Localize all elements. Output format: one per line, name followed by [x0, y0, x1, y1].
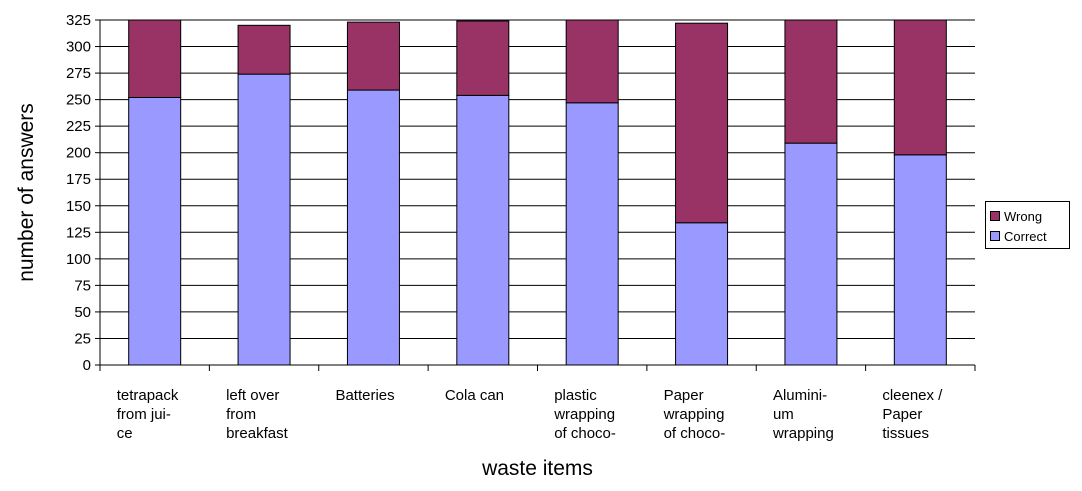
x-tick-label-line: wrapping: [663, 406, 725, 423]
bar-wrong-6: [784, 19, 838, 144]
x-tick-label: Cola can: [445, 387, 504, 404]
x-tick-label-line: Cola can: [445, 387, 504, 404]
x-tick-label-line: of choco-: [554, 425, 616, 442]
y-tick-label: 25: [74, 330, 91, 347]
x-tick-label: left over from breakfast: [226, 387, 289, 442]
x-tick-label: plastic wrapping of choco-: [553, 387, 616, 442]
legend-label-correct: Correct: [1004, 228, 1047, 244]
y-tick-label: 225: [66, 118, 91, 135]
legend: Wrong Correct: [985, 201, 1070, 249]
x-tick-label-line: from jui-: [117, 406, 171, 423]
bar-wrong-5: [675, 22, 729, 224]
x-tick-label-line: from: [226, 406, 256, 423]
y-tick-label: 200: [66, 145, 91, 162]
y-tick-label: 300: [66, 39, 91, 56]
bar-correct-6: [784, 142, 838, 366]
legend-item-correct: Correct: [990, 228, 1047, 244]
x-tick-label-line: cleenex /: [882, 387, 943, 404]
legend-swatch-wrong: [990, 211, 1000, 221]
bar-wrong-4: [565, 19, 619, 104]
y-tick-label: 0: [83, 357, 91, 374]
x-tick-label-line: um: [773, 406, 794, 423]
y-tick-label: 75: [74, 277, 91, 294]
x-tick-label-line: Batteries: [335, 387, 394, 404]
y-tick-label: 150: [66, 198, 91, 215]
bar-correct-2: [346, 89, 400, 366]
x-axis-title: waste items: [481, 457, 593, 480]
x-tick-label-line: Paper: [664, 387, 704, 404]
bar-wrong-1: [237, 24, 291, 75]
y-tick-label: 275: [66, 65, 91, 82]
x-tick-label: tetrapack from jui-ce: [117, 387, 179, 442]
y-axis-title: number of answers: [15, 103, 38, 282]
y-tick-label: 325: [66, 12, 91, 29]
bar-correct-3: [456, 94, 510, 366]
x-tick-label: Alumini-um wrapping: [772, 387, 834, 442]
bar-correct-1: [237, 73, 291, 366]
x-tick-label-line: wrapping: [772, 425, 834, 442]
x-tick-label-line: tissues: [882, 425, 929, 442]
x-tick-label-line: Alumini-: [773, 387, 827, 404]
x-tick-label-line: ce: [117, 425, 133, 442]
y-tick-label: 250: [66, 92, 91, 109]
bar-wrong-0: [128, 19, 182, 98]
y-tick-label: 175: [66, 171, 91, 188]
x-tick-label-line: tetrapack: [117, 387, 179, 404]
x-tick-label-line: plastic: [554, 387, 597, 404]
x-tick-label-line: Paper: [882, 406, 922, 423]
legend-label-wrong: Wrong: [1004, 208, 1043, 224]
bar-wrong-7: [893, 19, 947, 156]
x-tick-label: Batteries: [335, 387, 394, 404]
y-tick-label: 125: [66, 224, 91, 241]
x-tick-label: Paper wrapping of choco-: [663, 387, 726, 442]
x-tick-label-line: left over: [226, 387, 279, 404]
y-tick-label: 100: [66, 251, 91, 268]
legend-item-wrong: Wrong: [990, 208, 1042, 224]
bar-correct-5: [675, 222, 729, 366]
x-tick-label-line: wrapping: [553, 406, 615, 423]
x-tick-label-line: of choco-: [664, 425, 726, 442]
bar-wrong-3: [456, 20, 510, 96]
bar-wrong-2: [346, 21, 400, 91]
legend-swatch-correct: [990, 231, 1000, 241]
bar-correct-7: [893, 154, 947, 366]
x-tick-label: cleenex / Paper tissues: [882, 387, 943, 442]
bar-correct-4: [565, 102, 619, 366]
y-tick-label: 50: [74, 304, 91, 321]
x-tick-label-line: breakfast: [226, 425, 289, 442]
bar-correct-0: [128, 96, 182, 366]
